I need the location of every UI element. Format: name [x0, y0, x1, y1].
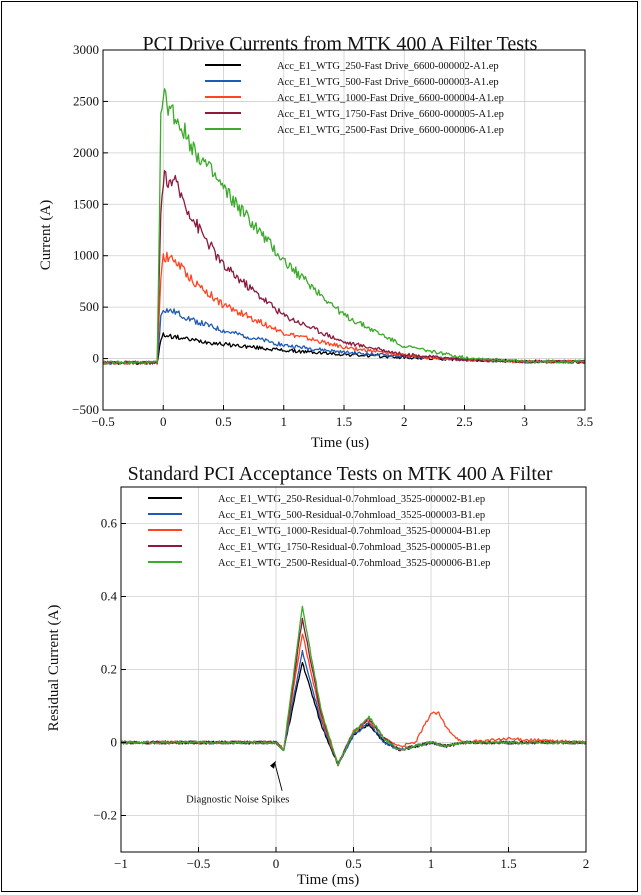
- chart-title: PCI Drive Currents from MTK 400 A Filter…: [143, 33, 538, 55]
- chart-residual-currents: Standard PCI Acceptance Tests on MTK 400…: [46, 463, 589, 888]
- tick-labels: −0.5 0 0.5 1 1.5 2 2.5 3 3.5 −500 0 500 1000 1500 2000…: [72, 42, 593, 429]
- x-tick-label: 0: [273, 856, 280, 871]
- annotation-arrowhead: [270, 760, 276, 769]
- y-tick-label: 0.4: [101, 589, 118, 604]
- x-tick-label: 2: [583, 856, 590, 871]
- y-tick-label: 2500: [73, 93, 99, 108]
- y-tick-label: 0.6: [101, 516, 118, 531]
- legend-label: Acc_E1_WTG_250-Fast Drive_6600-000002-A1…: [277, 61, 499, 72]
- y-tick-label: 0.2: [101, 662, 117, 677]
- y-tick-label: 1000: [73, 248, 99, 263]
- x-tick-label: 3: [522, 414, 529, 429]
- annotation-arrow: [274, 763, 283, 791]
- annotation: Diagnostic Noise Spikes: [186, 760, 289, 806]
- legend-label: Acc_E1_WTG_1000-Residual-0.7ohmload_3525…: [218, 526, 490, 537]
- series-line: [102, 88, 586, 365]
- series-lines: [120, 605, 587, 767]
- x-tick-label: −0.5: [91, 414, 115, 429]
- y-tick-label: −0.2: [93, 808, 117, 823]
- y-axis-label: Residual Current (A): [46, 605, 62, 732]
- x-tick-label: 1.5: [500, 856, 516, 871]
- y-tick-label: 1500: [73, 196, 99, 211]
- y-tick-label: 0: [93, 351, 100, 366]
- x-tick-label: 0.5: [215, 414, 231, 429]
- legend: Acc_E1_WTG_250-Residual-0.7ohmload_3525-…: [148, 494, 490, 569]
- tick-labels: −1 −0.5 0 0.5 1 1.5 2 −0.2 0 0.2 0.4 0.6: [93, 516, 589, 872]
- x-tick-label: 2: [401, 414, 408, 429]
- legend-label: Acc_E1_WTG_500-Residual-0.7ohmload_3525-…: [218, 510, 485, 521]
- x-axis-label: Time (ms): [297, 872, 359, 888]
- x-tick-label: 0: [160, 414, 167, 429]
- legend-label: Acc_E1_WTG_250-Residual-0.7ohmload_3525-…: [218, 494, 485, 505]
- y-tick-label: 500: [80, 299, 100, 314]
- annotation-text: Diagnostic Noise Spikes: [186, 795, 289, 806]
- x-tick-label: −1: [114, 856, 128, 871]
- y-tick-label: 2000: [73, 145, 99, 160]
- series-line: [120, 605, 587, 766]
- legend: Acc_E1_WTG_250-Fast Drive_6600-000002-A1…: [205, 61, 504, 136]
- x-axis-label: Time (us): [311, 435, 369, 451]
- y-axis-label: Current (A): [38, 200, 54, 270]
- x-tick-label: 3.5: [577, 414, 593, 429]
- series-lines: [102, 88, 586, 365]
- legend-label: Acc_E1_WTG_1000-Fast Drive_6600-000004-A…: [277, 93, 504, 104]
- y-tick-label: −500: [72, 402, 99, 417]
- x-tick-label: 1: [281, 414, 288, 429]
- x-tick-label: −0.5: [187, 856, 211, 871]
- legend-label: Acc_E1_WTG_500-Fast Drive_6600-000003-A1…: [277, 77, 499, 88]
- legend-label: Acc_E1_WTG_2500-Fast Drive_6600-000006-A…: [277, 125, 504, 136]
- y-tick-label: 0: [111, 735, 118, 750]
- legend-label: Acc_E1_WTG_2500-Residual-0.7ohmload_3525…: [218, 558, 490, 569]
- chart-title: Standard PCI Acceptance Tests on MTK 400…: [128, 463, 553, 485]
- x-tick-label: 0.5: [345, 856, 361, 871]
- x-tick-label: 1.5: [336, 414, 352, 429]
- legend-label: Acc_E1_WTG_1750-Fast Drive_6600-000005-A…: [277, 109, 504, 120]
- x-tick-label: 1: [428, 856, 435, 871]
- chart-drive-currents: PCI Drive Currents from MTK 400 A Filter…: [38, 33, 593, 451]
- y-tick-label: 3000: [73, 42, 99, 57]
- x-tick-label: 2.5: [456, 414, 472, 429]
- legend-label: Acc_E1_WTG_1750-Residual-0.7ohmload_3525…: [218, 542, 490, 553]
- grid: [102, 49, 586, 411]
